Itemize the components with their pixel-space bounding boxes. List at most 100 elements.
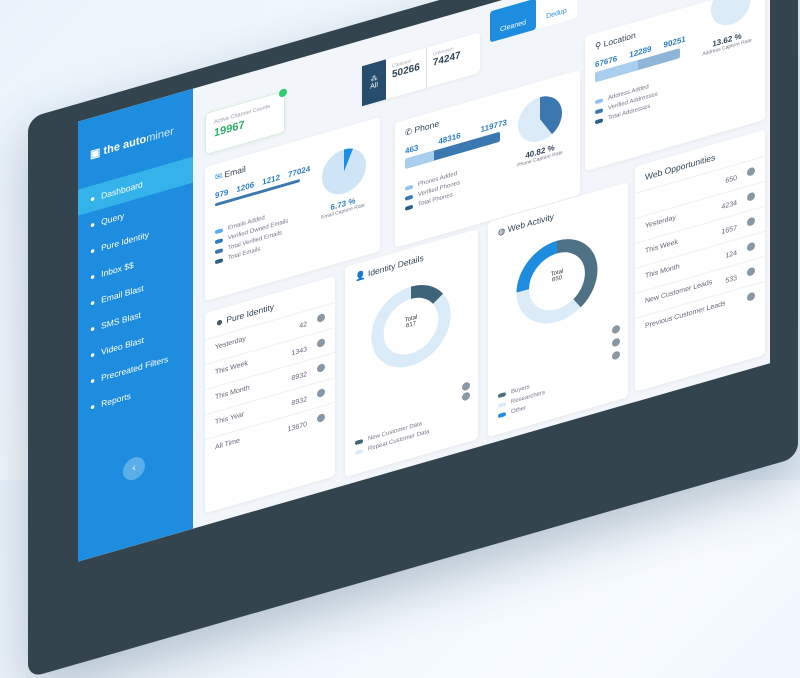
phone-pie-chart	[518, 96, 562, 143]
location-pin-icon: ⚲	[595, 39, 602, 52]
legend-swatch	[498, 401, 506, 409]
row-label: Yesterday	[645, 214, 676, 231]
donut-segment	[371, 284, 451, 368]
row-value: 650	[725, 174, 737, 186]
legend-swatch	[355, 438, 363, 446]
row-value: 13670	[287, 420, 307, 434]
legend-label: Other	[511, 405, 527, 416]
info-icon[interactable]	[747, 291, 755, 302]
card-title: Location	[603, 29, 636, 49]
info-icon[interactable]	[747, 266, 755, 277]
legend-swatch	[498, 391, 506, 399]
legend-swatch	[405, 204, 413, 211]
info-icon[interactable]	[747, 241, 755, 252]
tab-cleaned[interactable]: Cleaned	[490, 0, 537, 43]
email-pie-chart	[322, 148, 366, 195]
counts-box: ⁂ All Cleaned 50266 Unknown 74247	[362, 32, 480, 107]
active-channel-counts: Active Channel Counts 19967	[205, 87, 287, 156]
logo-text: the auto	[103, 133, 147, 158]
row-label: This Week	[215, 359, 248, 377]
row-label: This Month	[215, 384, 250, 402]
logo[interactable]: ▣ the autominer	[90, 125, 174, 162]
identity-legend: New Customer Data Repeat Customer Data	[355, 415, 429, 460]
info-icon[interactable]	[612, 324, 620, 335]
row-value: 1657	[721, 224, 737, 237]
phone-icon: ●	[90, 322, 96, 335]
tab-dedup[interactable]: Dedup	[536, 0, 577, 30]
sidebar-nav: ● Dashboard ● Query ● Pure Identity ● Inbox $$ ●…	[78, 156, 193, 424]
pie-slice	[540, 96, 562, 135]
legend-swatch	[595, 98, 603, 105]
monitor: ▣ the autominer ● Dashboard ● Query ● Pure Id…	[28, 0, 798, 678]
email-card: ✉ Email 979 1206 1212 77024 Emails Added Ver…	[205, 117, 380, 302]
legend-swatch	[405, 184, 413, 191]
info-icon[interactable]	[462, 381, 470, 392]
info-icon[interactable]	[612, 337, 620, 348]
info-icon[interactable]	[317, 387, 325, 399]
info-icon[interactable]	[317, 312, 325, 324]
info-icon[interactable]	[462, 391, 470, 402]
pure-identity-card: ☻ Pure Identity Yesterday 42 This Week 1343…	[205, 275, 335, 514]
legend-swatch	[355, 448, 363, 456]
legend-swatch	[595, 118, 603, 125]
all-label: All	[370, 81, 378, 91]
row-label: This Week	[645, 238, 678, 256]
legend-swatch	[215, 228, 223, 235]
row-value: 1343	[291, 345, 307, 358]
row-label: All Time	[215, 437, 240, 452]
web-activity-card: ◍ Web Activity Total 650 Buyers Researcher…	[488, 181, 628, 438]
dashboard-screen: ▣ the autominer ● Dashboard ● Query ● Pure Id…	[78, 0, 770, 562]
info-icon[interactable]	[317, 412, 325, 424]
info-icon[interactable]	[747, 191, 755, 202]
email-icon: ●	[90, 296, 96, 309]
all-filter-button[interactable]: ⁂ All	[362, 59, 386, 107]
collapse-sidebar-button[interactable]: ‹	[123, 454, 145, 483]
legend-swatch	[215, 238, 223, 245]
row-value: 533	[725, 274, 737, 286]
legend-swatch	[498, 411, 506, 419]
filter-icon: ●	[90, 374, 96, 387]
logo-text-rest: miner	[146, 125, 174, 146]
web-opportunities-card: Web Opportunities 650 Yesterday 4234 This W…	[635, 129, 765, 392]
identity-icon: ●	[90, 244, 96, 257]
identity-donut-chart	[371, 284, 451, 368]
identity-icon: ☻	[215, 315, 224, 329]
card-title: Phone	[414, 118, 440, 136]
row-label: Yesterday	[215, 335, 246, 352]
info-icon[interactable]	[317, 337, 325, 349]
status-indicator	[279, 87, 287, 99]
row-value: 42	[299, 320, 307, 331]
row-value: 4234	[721, 199, 737, 212]
row-value: 8932	[291, 395, 307, 408]
legend-swatch	[215, 258, 223, 265]
row-value: 124	[725, 249, 737, 261]
card-title: Email	[224, 163, 246, 180]
web-activity-donut-chart	[516, 239, 598, 324]
info-icon[interactable]	[612, 350, 620, 361]
card-title: Web Activity	[507, 211, 554, 235]
email-icon: ✉	[215, 170, 223, 183]
phone-card: ✆ Phone 463 48316 119773 Phones Added Verif…	[395, 69, 580, 248]
identity-details-card: 👤 Identity Details Total 617 New Customer…	[345, 228, 478, 478]
home-icon: ●	[90, 192, 96, 205]
donut-segment	[516, 239, 598, 324]
web-activity-legend: Buyers Researchers Other	[498, 376, 545, 423]
pie-slice	[344, 148, 353, 172]
row-value: 8932	[291, 370, 307, 383]
reports-icon: ●	[90, 400, 96, 413]
legend-swatch	[595, 108, 603, 115]
info-icon[interactable]	[747, 166, 755, 177]
video-icon: ●	[90, 348, 96, 361]
donut-segment	[516, 239, 598, 324]
query-icon: ●	[90, 218, 96, 231]
card-title: Identity Details	[367, 252, 424, 279]
inbox-icon: ●	[90, 270, 96, 283]
user-icon: 👤	[355, 269, 366, 283]
globe-icon: ◍	[498, 225, 506, 238]
legend-swatch	[215, 248, 223, 255]
row-label: This Month	[645, 263, 680, 281]
legend-swatch	[405, 194, 413, 201]
info-icon[interactable]	[317, 362, 325, 374]
info-icon[interactable]	[747, 216, 755, 227]
sidebar: ▣ the autominer ● Dashboard ● Query ● Pure Id…	[78, 88, 193, 562]
